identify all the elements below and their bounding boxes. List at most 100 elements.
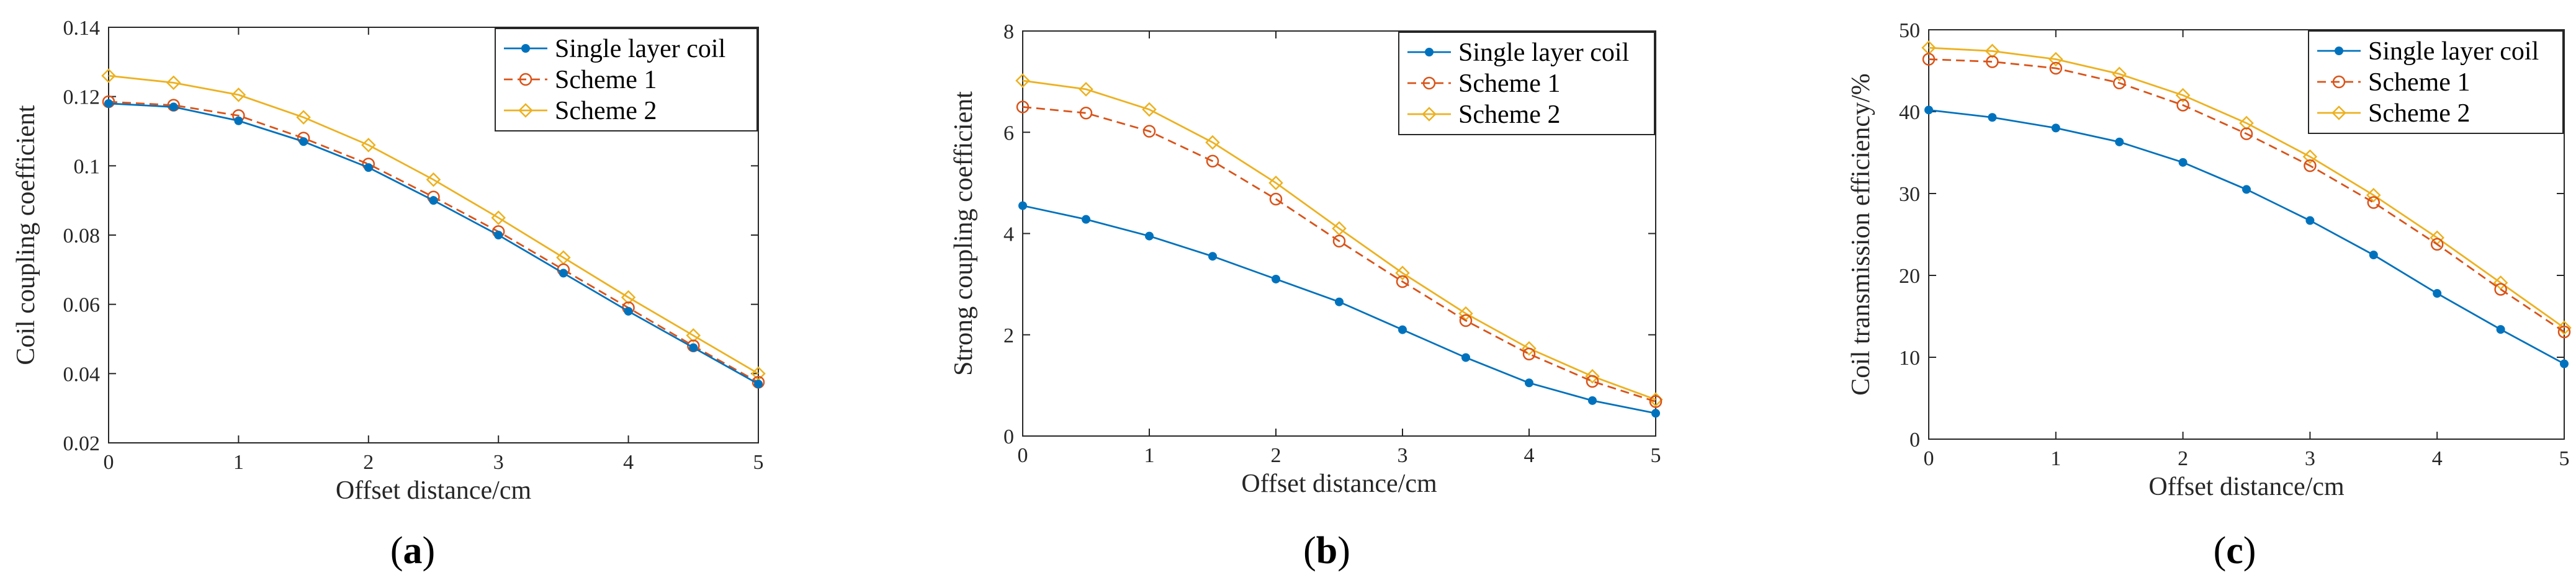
x-tick-label: 2 — [363, 451, 374, 474]
panel-label: (a) — [390, 530, 435, 572]
legend-entry-label: Single layer coil — [555, 35, 725, 63]
data-point-marker — [1142, 125, 1156, 138]
data-point-marker — [2115, 137, 2124, 146]
y-tick-label: 6 — [1003, 122, 1014, 145]
data-point-marker — [624, 306, 633, 316]
panel-label: (c) — [2214, 530, 2256, 572]
data-point-marker — [1335, 297, 1344, 306]
y-tick-label: 40 — [1899, 101, 1920, 124]
data-point-marker — [1079, 82, 1093, 97]
chart-panel-a: 0 1 2 3 4 5 0.02 0.04 0.06 0.08 0.1 0.12 0.14 Offset … — [12, 17, 766, 572]
data-point-marker — [1649, 395, 1663, 408]
data-point-marker — [1082, 215, 1090, 224]
data-point-marker — [1986, 55, 1999, 68]
x-tick-label: 2 — [1271, 444, 1281, 467]
data-point-marker — [234, 116, 243, 125]
y-axis-label: Coil transmission efficiency/% — [1847, 73, 1875, 395]
y-tick-label: 0.08 — [63, 225, 101, 247]
series-scheme-2 — [1015, 73, 1663, 407]
data-point-marker — [361, 138, 376, 153]
data-point-marker — [2051, 123, 2060, 133]
data-point-marker — [2367, 196, 2381, 209]
series-scheme-1 — [102, 95, 765, 389]
x-tick-label: 1 — [1144, 444, 1155, 467]
data-point-marker — [1016, 100, 1030, 114]
data-point-marker — [1268, 176, 1283, 190]
series-line — [1928, 109, 2565, 365]
data-point-marker — [1145, 231, 1154, 241]
data-point-marker — [1461, 353, 1470, 362]
series-line — [1928, 58, 2565, 333]
legend-swatch-marker — [1422, 107, 1437, 122]
data-point-marker — [2049, 61, 2063, 75]
data-point-marker — [559, 269, 568, 278]
series-line — [108, 74, 759, 375]
series-scheme-1 — [1922, 53, 2571, 339]
y-tick-label: 0.04 — [63, 363, 101, 386]
data-point-marker — [2433, 289, 2442, 298]
y-tick-label: 0.12 — [63, 86, 101, 109]
data-point-marker — [2240, 127, 2253, 140]
data-point-marker — [2366, 187, 2381, 203]
legend-entry-label: Scheme 1 — [2368, 68, 2470, 97]
data-point-marker — [1525, 378, 1533, 388]
data-point-marker — [299, 137, 308, 146]
series-line — [108, 100, 759, 383]
data-point-marker — [2369, 251, 2378, 259]
y-axis-label: Strong coupling coefficient — [949, 91, 978, 376]
legend-entry-label: Scheme 2 — [555, 97, 657, 125]
data-point-marker — [2175, 87, 2191, 103]
data-point-marker — [1922, 53, 1936, 66]
y-tick-label: 20 — [1899, 265, 1920, 288]
x-tick-label: 0 — [104, 451, 114, 474]
y-tick-label: 2 — [1003, 324, 1014, 347]
data-point-marker — [2242, 185, 2251, 194]
legend-swatch-marker — [518, 103, 533, 118]
series-line — [1022, 205, 1656, 414]
data-point-marker — [1985, 43, 2000, 59]
x-tick-label: 1 — [233, 451, 244, 474]
data-point-marker — [2304, 159, 2317, 172]
series-single-layer-coil — [104, 99, 763, 389]
data-point-marker — [2430, 238, 2444, 251]
data-point-marker — [2557, 320, 2572, 336]
data-point-marker — [1585, 368, 1600, 384]
data-point-marker — [1206, 154, 1219, 168]
data-point-marker — [689, 343, 698, 352]
data-point-marker — [1588, 396, 1597, 405]
data-point-marker — [429, 196, 438, 205]
y-axis-label: Coil coupling coefficient — [12, 105, 40, 365]
series-single-layer-coil — [1018, 201, 1660, 418]
data-point-marker — [1332, 221, 1347, 236]
data-point-marker — [2178, 158, 2188, 167]
series-line — [1022, 79, 1656, 401]
data-point-marker — [2560, 359, 2569, 368]
chart-panel-b: 0 1 2 3 4 5 0 2 4 6 8 Offset distance/cm Strong coup… — [949, 20, 1663, 572]
data-point-marker — [166, 75, 181, 91]
y-tick-label: 8 — [1003, 20, 1014, 43]
x-tick-label: 3 — [493, 451, 504, 474]
data-point-marker — [2176, 99, 2189, 112]
data-point-marker — [2302, 149, 2318, 164]
data-point-marker — [1018, 201, 1027, 210]
x-tick-label: 2 — [2178, 447, 2188, 470]
y-tick-label: 30 — [1899, 183, 1920, 206]
legend-swatch-marker — [1425, 48, 1434, 56]
series-line — [1022, 106, 1656, 403]
legend-entry-label: Scheme 1 — [1458, 69, 1560, 98]
data-point-marker — [104, 99, 113, 108]
x-tick-label: 4 — [623, 451, 634, 474]
series-line — [108, 102, 759, 385]
y-tick-label: 4 — [1003, 223, 1014, 246]
data-point-marker — [2112, 76, 2126, 90]
data-point-marker — [494, 231, 503, 239]
y-tick-label: 0.06 — [63, 294, 101, 317]
data-point-marker — [1272, 274, 1280, 283]
data-point-marker — [1396, 275, 1409, 288]
series-scheme-1 — [1016, 100, 1663, 408]
y-tick-label: 10 — [1899, 347, 1920, 370]
